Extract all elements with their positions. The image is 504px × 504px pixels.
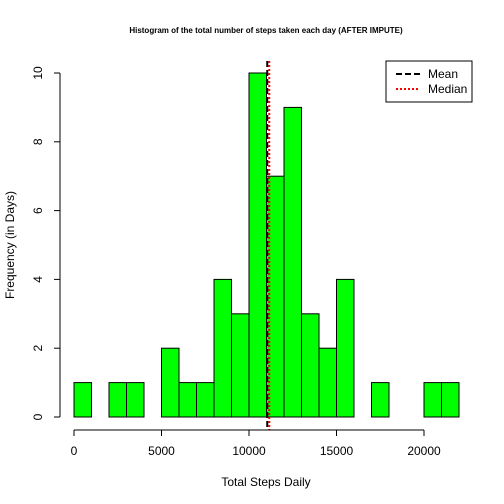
histogram-bar bbox=[301, 313, 320, 418]
legend-median-label: Median bbox=[428, 82, 467, 96]
histogram-bar bbox=[108, 382, 127, 418]
histogram-bar bbox=[178, 382, 197, 418]
legend-mean-label: Mean bbox=[428, 67, 458, 81]
y-tick-label: 2 bbox=[31, 345, 45, 352]
histogram-bar bbox=[248, 72, 267, 418]
histogram-bar bbox=[196, 382, 215, 418]
histogram-bar bbox=[73, 382, 92, 418]
y-tick-label: 0 bbox=[31, 413, 45, 420]
x-tick-label: 0 bbox=[71, 444, 78, 458]
y-tick-label: 8 bbox=[31, 138, 45, 145]
y-axis: 0 2 4 6 8 10 bbox=[31, 66, 61, 420]
chart-title: Histogram of the total number of steps t… bbox=[129, 26, 403, 35]
histogram-bar bbox=[213, 278, 232, 418]
histogram-bar bbox=[126, 382, 145, 418]
y-axis-label: Frequency (in Days) bbox=[3, 191, 17, 299]
histogram-bar bbox=[371, 382, 390, 418]
histogram-bar bbox=[318, 347, 337, 418]
histogram-bar bbox=[266, 175, 285, 418]
x-axis: 0 5000 10000 15000 20000 bbox=[71, 429, 441, 458]
y-tick-label: 10 bbox=[31, 66, 45, 80]
y-tick-label: 6 bbox=[31, 207, 45, 214]
histogram-bar bbox=[231, 313, 250, 418]
x-axis-label: Total Steps Daily bbox=[221, 475, 310, 489]
x-tick-label: 20000 bbox=[407, 444, 441, 458]
legend-box bbox=[385, 60, 473, 103]
histogram-bar bbox=[161, 347, 180, 418]
reference-lines bbox=[266, 61, 271, 430]
bars-group bbox=[73, 72, 460, 418]
histogram-bar bbox=[336, 278, 355, 418]
x-tick-label: 15000 bbox=[320, 444, 354, 458]
legend: Mean Median bbox=[385, 60, 473, 103]
histogram-bar bbox=[441, 382, 460, 418]
x-tick-label: 5000 bbox=[148, 444, 175, 458]
histogram-bar bbox=[423, 382, 442, 418]
histogram-bar bbox=[283, 106, 302, 418]
x-tick-label: 10000 bbox=[232, 444, 266, 458]
y-tick-label: 4 bbox=[31, 276, 45, 283]
